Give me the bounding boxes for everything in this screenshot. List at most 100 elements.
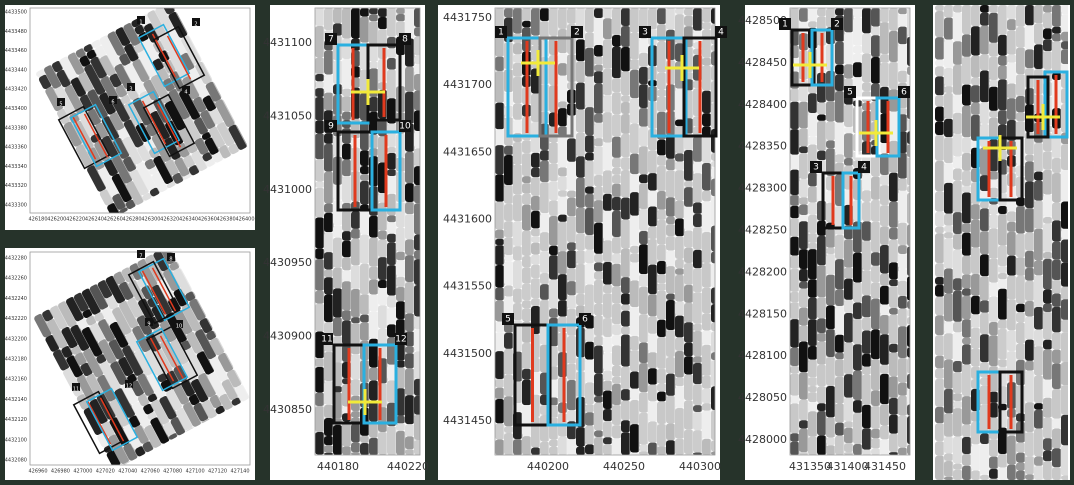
y-tick-label: 4433380	[5, 125, 27, 131]
swath	[693, 331, 703, 356]
swath	[1034, 346, 1044, 375]
swath	[585, 382, 595, 404]
swath	[790, 302, 800, 319]
swath	[1043, 194, 1053, 217]
swath	[889, 173, 899, 202]
swath	[844, 32, 854, 64]
swath	[540, 150, 550, 161]
swath	[826, 121, 836, 140]
swath	[1025, 316, 1035, 339]
y-tick-label: 4428000	[738, 433, 787, 446]
swath	[549, 8, 559, 36]
x-tick-label: 431400	[827, 460, 869, 473]
swath	[567, 191, 577, 198]
swath	[639, 174, 649, 183]
swath	[1025, 402, 1035, 432]
swath	[603, 194, 613, 211]
swath	[971, 220, 981, 248]
swath	[962, 364, 972, 396]
swath	[603, 262, 613, 285]
swath	[351, 379, 361, 395]
y-tick-label: 4428150	[738, 307, 787, 320]
swath	[621, 420, 631, 432]
swath	[862, 33, 872, 53]
swath	[522, 194, 532, 205]
y-tick-label: 4428100	[738, 349, 787, 362]
swath	[889, 376, 899, 398]
swath	[808, 402, 818, 411]
swath	[666, 170, 676, 197]
swath	[971, 471, 981, 480]
swath	[675, 337, 685, 351]
swath	[1052, 260, 1062, 280]
swath	[540, 161, 550, 182]
swath	[702, 389, 712, 403]
swath	[351, 8, 361, 38]
swath	[513, 43, 523, 54]
swath	[396, 14, 406, 21]
swath	[889, 240, 899, 263]
swath	[971, 56, 981, 78]
swath	[648, 368, 658, 384]
swath	[1034, 307, 1044, 330]
box-label: 6	[111, 100, 114, 106]
swath	[603, 18, 613, 39]
swath	[648, 207, 658, 227]
swath	[826, 229, 836, 248]
swath	[944, 5, 954, 18]
swath	[324, 277, 334, 294]
swath	[944, 119, 954, 137]
swath	[360, 150, 370, 166]
swath	[944, 268, 954, 293]
y-tick-label: 4430900	[263, 330, 312, 343]
box-label: 6	[901, 88, 907, 98]
swath	[998, 35, 1008, 56]
swath	[826, 101, 836, 121]
swath	[989, 87, 999, 111]
swath	[1025, 371, 1035, 403]
swath	[378, 280, 388, 288]
swath	[989, 5, 999, 13]
swath	[898, 326, 908, 358]
box-label: 4	[861, 163, 867, 173]
swath	[522, 284, 532, 301]
swath	[944, 214, 954, 226]
swath	[880, 274, 890, 286]
swath	[603, 8, 613, 18]
swath	[369, 97, 379, 112]
swath	[889, 228, 899, 240]
swath	[935, 227, 945, 233]
swath	[324, 381, 334, 405]
swath	[790, 102, 800, 129]
swath	[702, 345, 712, 376]
swath	[889, 344, 899, 353]
swath	[702, 163, 712, 191]
swath	[1025, 161, 1035, 181]
swath	[603, 39, 613, 69]
swath	[360, 211, 370, 235]
swath	[1016, 304, 1026, 313]
swath	[962, 193, 972, 224]
swath	[790, 206, 800, 218]
swath	[953, 437, 963, 464]
swath	[799, 215, 809, 221]
swath	[576, 61, 586, 82]
swath	[630, 8, 640, 33]
swath	[980, 433, 990, 444]
swath	[989, 111, 999, 118]
swath	[835, 403, 845, 422]
x-tick-label: 427080	[163, 469, 182, 475]
swath	[844, 313, 854, 343]
swath	[603, 211, 613, 240]
x-tick-label: 431450	[864, 460, 906, 473]
swath	[630, 192, 640, 216]
swath	[1043, 451, 1053, 462]
swath	[342, 320, 352, 344]
swath	[531, 236, 541, 242]
swath	[504, 333, 514, 349]
swath	[648, 294, 658, 316]
swath	[549, 216, 559, 246]
swath	[612, 304, 622, 325]
swath	[799, 79, 809, 101]
swath	[684, 322, 694, 342]
